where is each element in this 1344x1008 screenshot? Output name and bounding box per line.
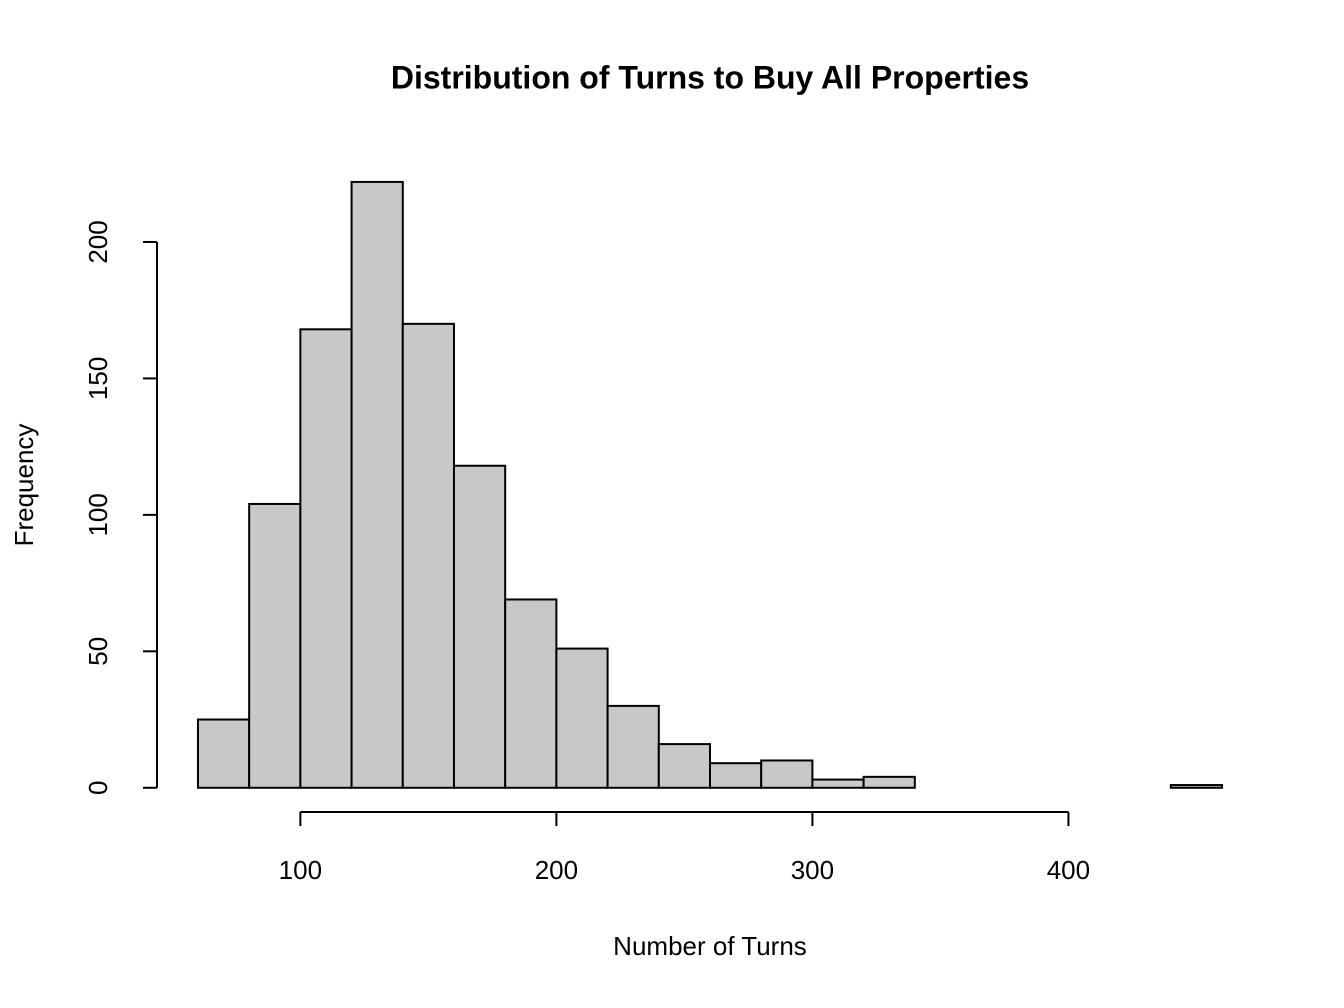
y-tick-label: 100 <box>83 493 113 536</box>
x-tick-label: 200 <box>535 855 578 885</box>
bar <box>709 762 763 789</box>
y-tick-label: 200 <box>83 220 113 263</box>
y-tick-label: 150 <box>83 357 113 400</box>
bar <box>862 775 916 789</box>
x-tick-label: 100 <box>279 855 322 885</box>
bar <box>248 502 302 789</box>
bar <box>196 718 251 789</box>
y-axis-title: Frequency <box>9 424 39 547</box>
bar <box>299 328 353 789</box>
y-tick-label: 0 <box>83 781 113 795</box>
y-tick-label: 50 <box>83 637 113 666</box>
x-tick-label: 300 <box>791 855 834 885</box>
bar <box>760 759 814 789</box>
bar <box>555 647 609 789</box>
bar <box>350 180 404 789</box>
x-axis-title: Number of Turns <box>613 931 807 961</box>
chart-title: Distribution of Turns to Buy All Propert… <box>391 59 1029 95</box>
bar <box>1169 784 1224 789</box>
bar <box>811 778 865 789</box>
x-tick-label: 400 <box>1047 855 1090 885</box>
bar <box>504 598 558 789</box>
bar <box>401 322 455 789</box>
bar <box>657 743 712 789</box>
bar <box>606 704 660 789</box>
bar <box>452 464 507 789</box>
